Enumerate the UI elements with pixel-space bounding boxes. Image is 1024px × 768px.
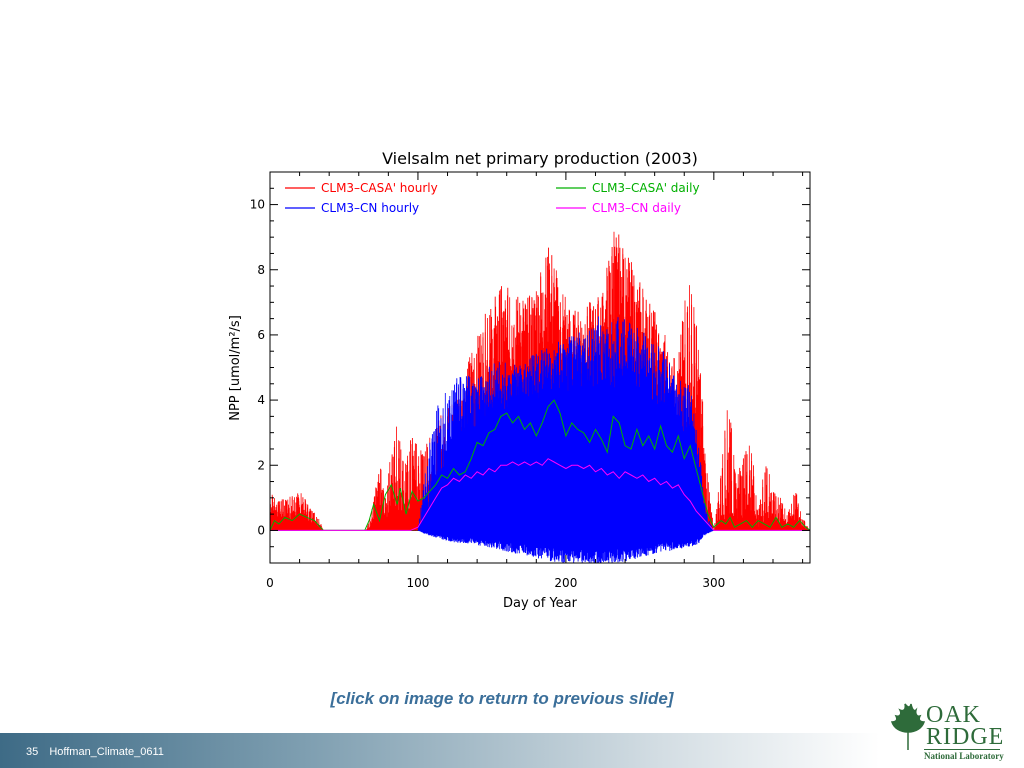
y-tick-label: 8 bbox=[257, 263, 265, 277]
series-2 bbox=[417, 316, 714, 563]
x-tick-label: 200 bbox=[554, 576, 577, 590]
logo-rule bbox=[924, 749, 1000, 750]
legend-label: CLM3–CN daily bbox=[592, 201, 681, 215]
oak-leaf-icon bbox=[890, 703, 926, 750]
page-number: 35 bbox=[26, 746, 39, 758]
return-link[interactable]: [click on image to return to previous sl… bbox=[330, 689, 674, 708]
npp-chart[interactable]: Vielsalm net primary production (2003) 0… bbox=[0, 0, 1024, 733]
series-4 bbox=[270, 458, 810, 531]
footer: 35 Hoffman_Climate_0611 bbox=[26, 746, 172, 758]
logo-text-lab: National Laboratory bbox=[924, 751, 1004, 761]
y-tick-label: 6 bbox=[257, 328, 265, 342]
footer-title: Hoffman_Climate_0611 bbox=[49, 746, 164, 758]
logo-text-ridge: RIDGE bbox=[926, 724, 1005, 750]
y-tick-label: 4 bbox=[257, 393, 265, 407]
logo-text-oak: OAK bbox=[926, 702, 981, 728]
legend-label: CLM3–CASA' hourly bbox=[321, 181, 438, 195]
y-tick-label: 2 bbox=[257, 458, 265, 472]
footer-bar bbox=[0, 733, 880, 768]
series-3 bbox=[270, 399, 810, 531]
y-tick-label: 0 bbox=[257, 523, 265, 537]
legend-label: CLM3–CN hourly bbox=[321, 201, 419, 215]
legend-label: CLM3–CASA' daily bbox=[592, 181, 700, 195]
x-tick-label: 0 bbox=[266, 576, 274, 590]
x-axis-label: Day of Year bbox=[503, 596, 578, 611]
x-tick-label: 300 bbox=[702, 576, 725, 590]
x-tick-label: 100 bbox=[406, 576, 429, 590]
y-axis-label: NPP [umol/m²/s] bbox=[228, 315, 243, 421]
chart-title: Vielsalm net primary production (2003) bbox=[382, 149, 698, 168]
y-tick-label: 10 bbox=[250, 198, 265, 212]
oak-ridge-logo: OAK RIDGE National Laboratory bbox=[890, 700, 1010, 764]
